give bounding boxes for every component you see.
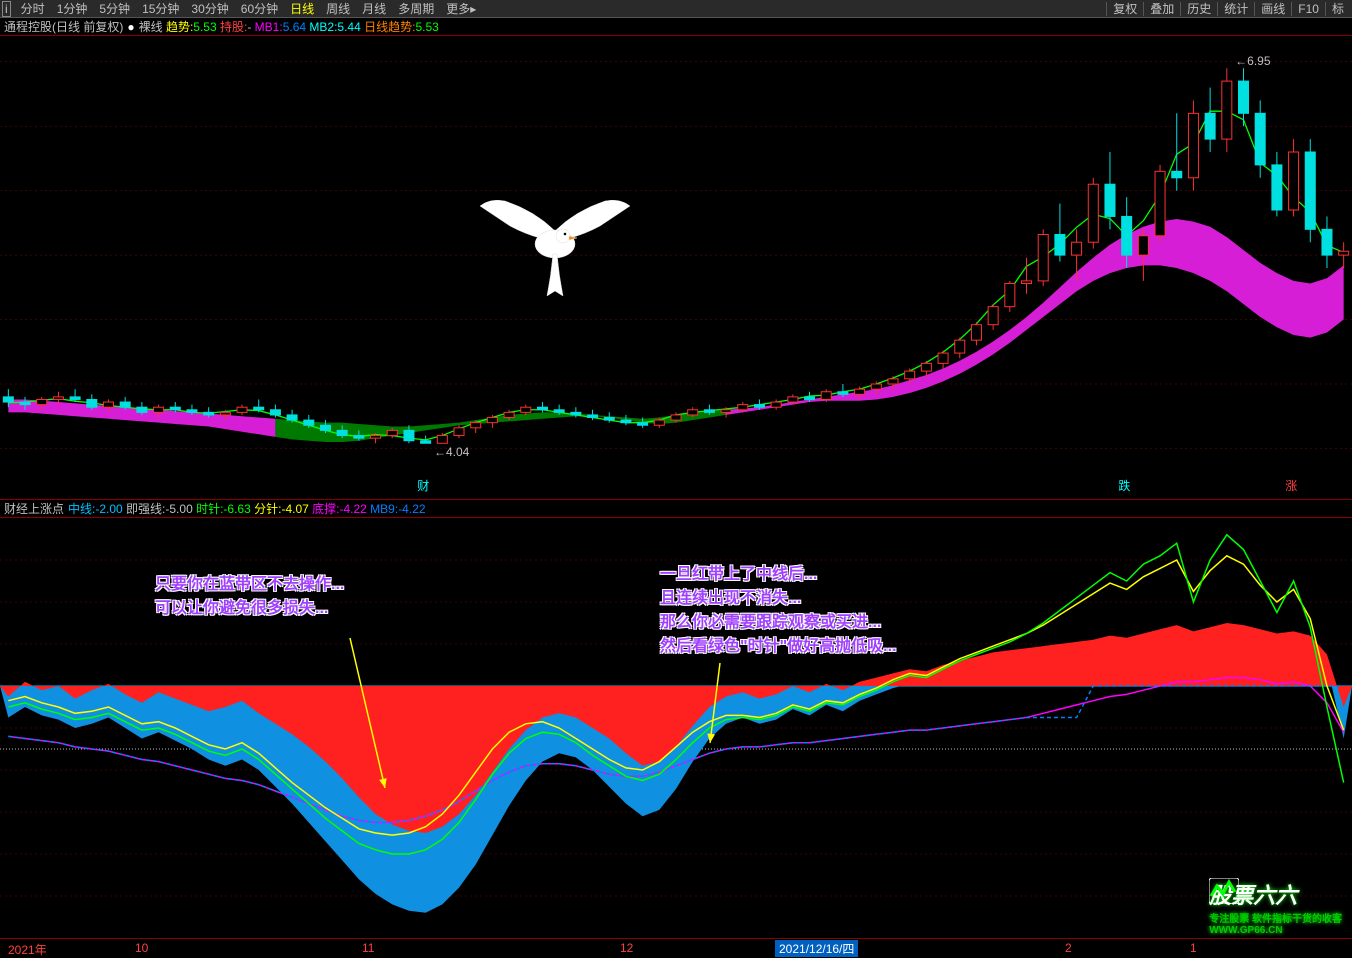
info-value: -4.22 (398, 502, 425, 516)
indicator-title: 财经上涨点 (4, 500, 64, 517)
info-value: -2.00 (95, 502, 126, 516)
dove-image (475, 176, 635, 316)
indicator-chart[interactable]: 只要你在蓝带区不去操作...可以让你避免很多损失... 一旦红带上了中线后...… (0, 518, 1352, 938)
timeframe-tab[interactable]: 日线 (284, 2, 320, 16)
info-icon[interactable]: i (2, 1, 11, 17)
info-label: 日线趋势: (364, 20, 415, 34)
timeframe-tabs: i 分时1分钟5分钟15分钟30分钟60分钟日线周线月线多周期更多▸ 复权叠加历… (0, 0, 1352, 18)
tool-tab[interactable]: 统计 (1217, 2, 1254, 16)
badge-icon: ● (127, 20, 134, 34)
tool-tab[interactable]: 标 (1325, 2, 1350, 16)
info-value: 5.44 (337, 20, 364, 34)
stock-title: 通程控股(日线 前复权) (4, 18, 123, 35)
low-price-label: ←4.04 (434, 445, 469, 459)
x-axis-tick: 2 (1065, 941, 1072, 955)
info-label: MB2: (309, 20, 337, 34)
watermark-logo: 股票六六 专注股票 软件指标干货的收客WWW.GP66.CN (1209, 878, 1342, 936)
timeframe-tab[interactable]: 30分钟 (185, 2, 234, 16)
info-value: -6.63 (223, 502, 254, 516)
x-axis-tick: 2021年 (8, 941, 47, 958)
tool-tab[interactable]: 叠加 (1143, 2, 1180, 16)
info-label: MB9: (370, 502, 398, 516)
timeframe-tab[interactable]: 更多▸ (440, 2, 482, 16)
timeframe-tab[interactable]: 多周期 (392, 2, 440, 16)
x-axis-tick: 10 (135, 941, 148, 955)
timeframe-tab[interactable]: 15分钟 (136, 2, 185, 16)
info-value: 5.53 (193, 20, 220, 34)
tool-tab[interactable]: 画线 (1254, 2, 1291, 16)
x-axis-tick: 11 (362, 941, 374, 955)
info-value: 5.64 (283, 20, 310, 34)
tool-tab[interactable]: 复权 (1106, 2, 1143, 16)
indicator-info-bar: 财经上涨点 中线:-2.00 即强线:-5.00 时针:-6.63 分针:-4.… (0, 500, 1352, 518)
info-label: 中线: (68, 502, 95, 516)
x-axis-tick: 1 (1190, 941, 1197, 955)
main-info-bar: 通程控股(日线 前复权) ● 裸线 趋势:5.53 持股:- MB1:5.64 … (0, 18, 1352, 36)
timeframe-tab[interactable]: 1分钟 (51, 2, 94, 16)
info-label: MB1: (255, 20, 283, 34)
info-value: -4.22 (339, 502, 370, 516)
info-label: 即强线: (126, 502, 165, 516)
timeframe-tab[interactable]: 5分钟 (93, 2, 136, 16)
chart-marker: 涨 (1285, 477, 1297, 494)
info-value: - (247, 20, 254, 34)
timeframe-tab[interactable]: 分时 (15, 2, 51, 16)
info-label: 时针: (196, 502, 223, 516)
tool-tab[interactable]: F10 (1291, 2, 1325, 16)
x-axis-tick: 12 (620, 941, 633, 955)
info-label: 底撑: (312, 502, 339, 516)
timeframe-tab[interactable]: 月线 (356, 2, 392, 16)
tool-tab[interactable]: 历史 (1180, 2, 1217, 16)
timeframe-tab[interactable]: 周线 (320, 2, 356, 16)
info-label: 裸线 (139, 20, 163, 34)
chart-marker: 跌 (1118, 477, 1130, 494)
annotation-blue-zone: 只要你在蓝带区不去操作...可以让你避免很多损失... (155, 573, 344, 621)
info-value: -4.07 (281, 502, 312, 516)
info-label: 分针: (254, 502, 281, 516)
info-value: 5.53 (415, 20, 438, 34)
info-label: 趋势: (166, 20, 193, 34)
info-value: -5.00 (165, 502, 196, 516)
current-date-box: 2021/12/16/四 (775, 940, 858, 957)
timeframe-tab[interactable]: 60分钟 (235, 2, 284, 16)
annotation-red-zone: 一旦红带上了中线后...且连续出现不消失...那么你必需要跟踪观察或买进...然… (660, 563, 897, 659)
time-axis: 2021年 10 11 12 2 1 2021/12/16/四 (0, 938, 1352, 956)
main-kline-chart[interactable]: ←4.04 ←6.95 财 跌 涨 (0, 36, 1352, 500)
high-price-label: ←6.95 (1235, 54, 1270, 68)
chart-marker: 财 (417, 477, 429, 494)
info-label: 持股: (220, 20, 247, 34)
